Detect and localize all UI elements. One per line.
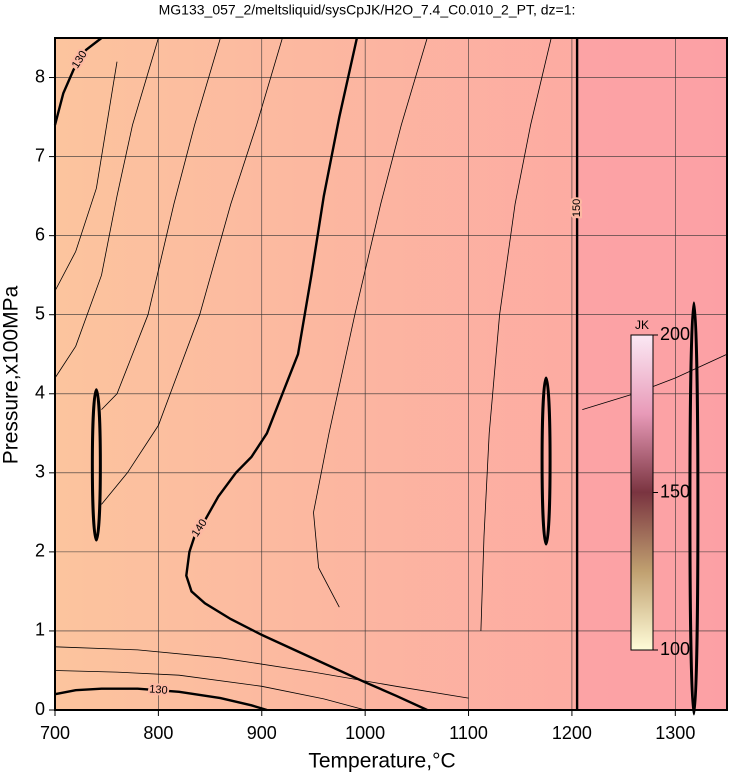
contour-line [54,61,118,292]
x-tick-label: 1300 [655,723,695,743]
contour-line [582,353,728,410]
y-tick-label: 1 [35,620,45,640]
contour-line [101,37,283,505]
x-tick-label: 1200 [552,723,592,743]
colorbar-label: JK [635,318,649,332]
contour-label: 150 [571,199,583,217]
contour-blob [90,388,102,542]
contour-line [101,37,221,410]
contour-line [185,37,428,712]
contour-line [54,646,469,699]
contour-blob [688,301,700,716]
contour-line [54,37,159,379]
y-tick-label: 3 [35,462,45,482]
colorbar-tick-label: 200 [660,324,690,344]
y-tick-label: 6 [35,224,45,244]
plot-frame [54,37,728,711]
y-tick-label: 7 [35,145,45,165]
contour-label: 130 [149,683,168,696]
y-tick-label: 0 [35,699,45,719]
x-tick-label: 1100 [449,723,488,743]
x-tick-label: 700 [40,723,70,743]
chart-title: MG133_057_2/meltsliquid/sysCpJK/H2O_7.4_… [159,2,576,18]
colorbar-tick-label: 100 [660,639,690,659]
contour-line [54,687,268,712]
contour-line [54,670,366,711]
colorbar-tick-label: 150 [660,481,690,501]
contour-line [313,37,428,608]
y-tick-label: 5 [35,303,45,323]
x-tick-label: 1000 [345,723,385,743]
contour-line [480,37,552,631]
x-tick-label: 800 [143,723,173,743]
x-tick-label: 900 [247,723,277,743]
x-axis-label: Temperature,°C [308,750,455,773]
y-axis-label: Pressure,x100MPa [0,285,23,464]
colorbar [630,334,654,651]
y-tick-label: 2 [35,541,45,561]
contour-blob [540,376,552,546]
y-tick-label: 4 [35,383,45,403]
y-tick-label: 8 [35,66,45,86]
contour-line [53,37,103,126]
